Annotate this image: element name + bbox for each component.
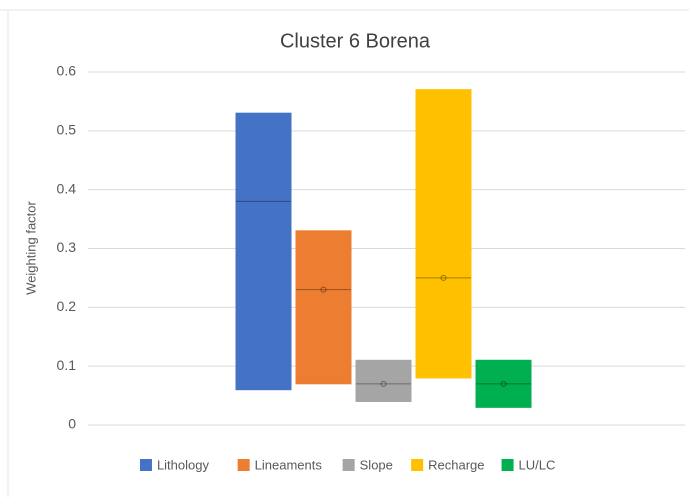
legend-label: Lineaments — [255, 457, 323, 472]
legend-swatch — [411, 459, 424, 471]
mean-marker — [440, 274, 447, 281]
legend-label: LU/LC — [519, 457, 556, 472]
y-tick-label: 0.6 — [57, 63, 77, 79]
legend-label: Lithology — [157, 457, 210, 472]
box — [415, 89, 472, 379]
legend-swatch — [139, 459, 152, 471]
legend-swatch — [501, 459, 514, 471]
box — [295, 230, 352, 385]
mean-marker — [500, 380, 507, 387]
y-axis-label: Weighting factor — [23, 200, 38, 294]
legend-swatch — [237, 459, 250, 471]
y-tick-label: 0.3 — [57, 239, 77, 255]
legend-label: Recharge — [428, 457, 484, 472]
box — [235, 112, 292, 391]
y-tick-label: 0.5 — [57, 122, 77, 138]
mean-marker — [320, 286, 327, 293]
box — [355, 359, 412, 402]
y-tick-label: 0.1 — [57, 357, 77, 373]
y-tick-label: 0 — [68, 416, 76, 432]
y-tick-label: 0.4 — [57, 180, 77, 196]
chart-title: Cluster 6 Borena — [280, 30, 431, 52]
legend-label: Slope — [360, 457, 393, 472]
box — [475, 359, 532, 408]
legend-swatch — [342, 459, 355, 471]
y-tick-label: 0.2 — [57, 298, 77, 314]
mean-marker — [380, 380, 387, 387]
